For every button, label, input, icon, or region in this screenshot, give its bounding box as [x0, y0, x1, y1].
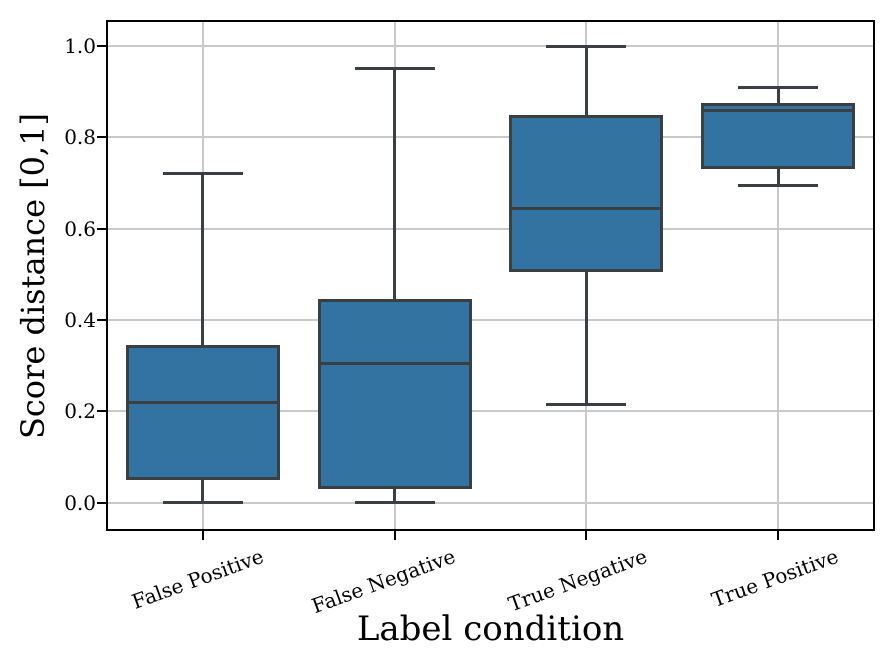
whisker-upper-cap	[354, 67, 435, 71]
whisker-upper-stem	[201, 173, 205, 346]
whisker-lower-cap	[354, 501, 435, 505]
y-axis-label: Score distance [0,1]	[14, 112, 52, 440]
x-axis-label: Label condition	[356, 609, 625, 649]
y-tick-mark	[97, 136, 106, 139]
h-gridline	[107, 136, 874, 139]
h-gridline	[107, 227, 874, 230]
whisker-upper-cap	[162, 172, 243, 176]
y-tick-mark	[97, 410, 106, 413]
median-line	[128, 400, 277, 404]
x-tick-label: False Positive	[128, 543, 267, 614]
whisker-upper-stem	[776, 87, 780, 104]
iqr-box	[509, 114, 664, 273]
h-gridline	[107, 45, 874, 48]
whisker-lower-stem	[201, 479, 205, 503]
whisker-lower-stem	[584, 272, 588, 405]
x-tick-mark	[777, 531, 780, 540]
x-tick-mark	[585, 531, 588, 540]
whisker-upper-cap	[738, 85, 819, 89]
whisker-upper-stem	[584, 46, 588, 115]
whisker-lower-cap	[162, 501, 243, 505]
y-tick-mark	[97, 319, 106, 321]
iqr-box	[317, 299, 472, 489]
y-tick-label: 0.6	[64, 216, 96, 241]
median-line	[704, 108, 853, 112]
y-tick-mark	[97, 227, 106, 230]
median-line	[512, 206, 661, 210]
y-tick-label: 0.0	[64, 490, 96, 515]
whisker-lower-cap	[738, 183, 819, 187]
h-gridline	[107, 501, 874, 504]
v-gridline	[777, 21, 780, 530]
iqr-box	[125, 345, 280, 480]
h-gridline	[107, 410, 874, 413]
y-tick-label: 0.8	[64, 125, 96, 150]
iqr-box	[701, 103, 856, 170]
whisker-lower-stem	[776, 169, 780, 186]
whisker-upper-stem	[393, 68, 397, 300]
x-tick-mark	[393, 531, 396, 540]
whisker-lower-cap	[546, 402, 627, 406]
y-tick-label: 1.0	[64, 34, 96, 59]
y-tick-label: 0.2	[64, 399, 96, 424]
h-gridline	[107, 319, 874, 321]
median-line	[320, 361, 469, 365]
y-tick-label: 0.4	[64, 308, 96, 332]
whisker-upper-cap	[546, 44, 627, 48]
whisker-lower-stem	[393, 488, 397, 503]
x-tick-mark	[201, 531, 204, 540]
x-tick-label: True Positive	[708, 543, 842, 612]
y-tick-mark	[97, 501, 106, 504]
y-tick-mark	[97, 45, 106, 48]
